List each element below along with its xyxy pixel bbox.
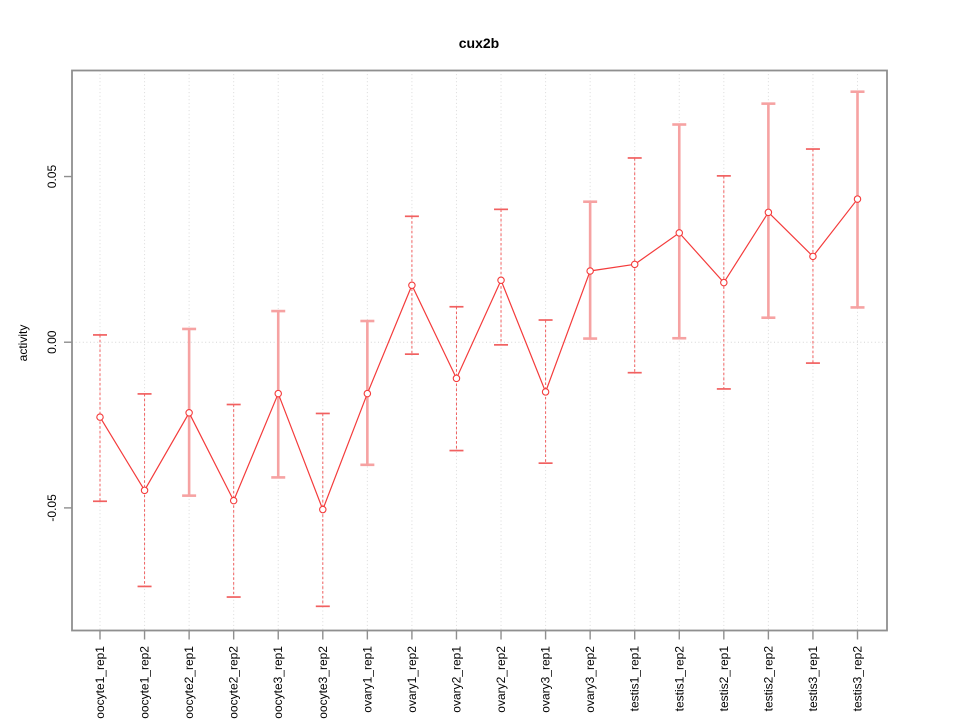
data-point	[675, 229, 684, 237]
x-tick-label: testis3_rep1	[806, 646, 820, 712]
x-tick-label: oocyte2_rep2	[227, 646, 241, 719]
data-point	[630, 260, 639, 269]
series-line	[99, 198, 858, 512]
data-point	[274, 389, 282, 398]
plot-border	[71, 69, 888, 632]
data-point	[853, 195, 862, 203]
data-point	[185, 409, 193, 417]
x-tick-label: testis2_rep1	[717, 646, 731, 712]
data-point	[809, 252, 817, 261]
x-tick-label: testis1_rep1	[628, 646, 642, 712]
x-tick-label: oocyte1_rep1	[93, 646, 107, 719]
data-point	[363, 389, 372, 398]
data-point	[586, 267, 594, 275]
y-tick-label: 0.05	[45, 165, 59, 189]
x-tick-label: oocyte3_rep2	[316, 646, 330, 719]
x-tick-label: testis2_rep2	[761, 646, 775, 712]
data-point	[720, 278, 728, 287]
plot-area: -0.05 0.00 0.05 oocyte1_rep1 oocyte1_rep2 ooc…	[45, 69, 888, 719]
x-tick-label: testis1_rep2	[672, 646, 686, 712]
chart-title: cux2b	[459, 35, 499, 51]
data-point	[541, 388, 550, 396]
y-tick-label: 0.00	[45, 330, 59, 354]
y-axis-label: activity	[16, 325, 30, 362]
x-tick-label: ovary2_rep1	[449, 646, 463, 713]
x-tick-label: ovary1_rep2	[405, 646, 419, 713]
data-point	[408, 281, 416, 289]
x-tick-label: ovary3_rep2	[583, 646, 597, 713]
data-point	[452, 374, 461, 383]
x-tick-label: ovary2_rep2	[494, 646, 508, 713]
x-tick-label: oocyte2_rep1	[182, 646, 196, 719]
x-tick-label: testis3_rep2	[851, 646, 865, 712]
data-point	[140, 486, 149, 495]
x-tick-label: ovary3_rep1	[539, 646, 553, 713]
x-tick-label: oocyte1_rep2	[138, 646, 152, 719]
x-tick-label: ovary1_rep1	[360, 646, 374, 713]
data-point	[229, 496, 238, 505]
y-tick-label: -0.05	[45, 494, 59, 522]
data-point	[319, 505, 327, 514]
data-point	[96, 413, 104, 421]
data-point	[764, 208, 773, 217]
x-tick-label: oocyte3_rep1	[271, 646, 285, 719]
data-point	[497, 276, 505, 285]
